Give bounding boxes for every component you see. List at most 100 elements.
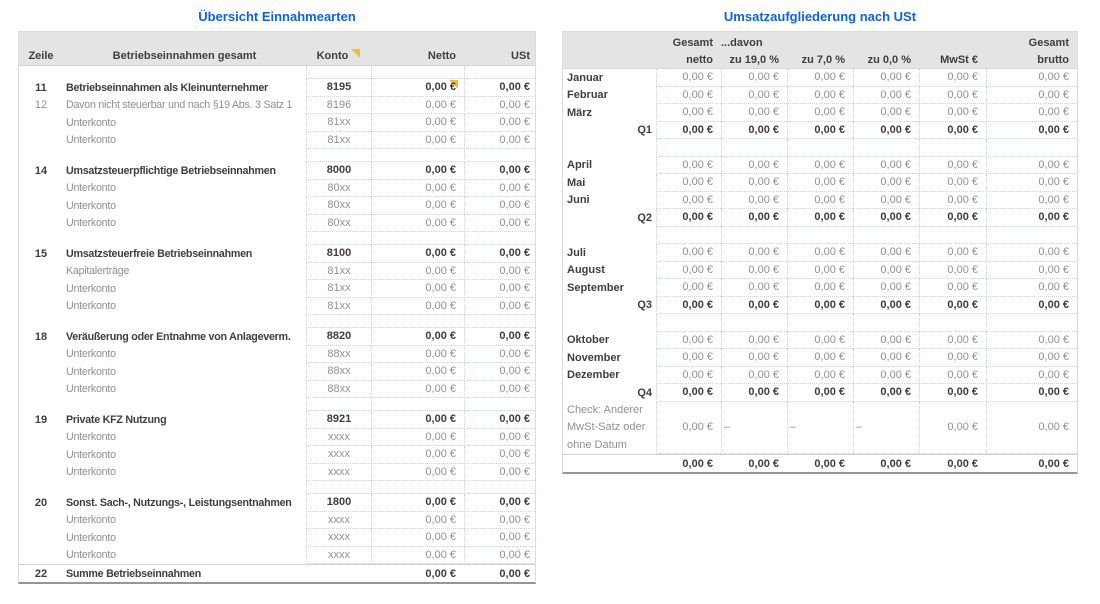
cell-konto[interactable]: xxxx: [306, 529, 371, 547]
cell-netto[interactable]: 0,00 €: [371, 529, 464, 547]
cell-zeile[interactable]: 11: [35, 81, 47, 94]
cell-ust[interactable]: 0,00 €: [464, 297, 535, 315]
cell-netto[interactable]: 0,00 €: [371, 179, 464, 197]
quarter-label[interactable]: Q1: [637, 124, 652, 137]
col-header-zu-19[interactable]: zu 19,0 %: [729, 53, 779, 66]
cell-netto[interactable]: 0,00 €: [371, 214, 464, 232]
cell-netto[interactable]: 0,00 €: [371, 428, 464, 446]
cell-ust[interactable]: 0,00 €: [464, 114, 535, 132]
cell-konto[interactable]: 80xx: [306, 179, 371, 197]
cell-zeile[interactable]: [19, 180, 63, 198]
cell-konto[interactable]: xxxx: [306, 463, 371, 481]
cell-name[interactable]: Unterkonto: [66, 134, 116, 147]
cell-name[interactable]: Unterkonto: [66, 199, 116, 212]
cell-konto[interactable]: 81xx: [306, 262, 371, 280]
cell-zeile[interactable]: 20: [34, 496, 48, 509]
cell-netto[interactable]: 0,00 €: [371, 328, 464, 346]
cell-name[interactable]: Private KFZ Nutzung: [66, 413, 167, 426]
cell-zu-0[interactable]: 0,00 €: [853, 174, 919, 192]
cell-zu-0[interactable]: 0,00 €: [853, 191, 919, 209]
cell-gesamt-netto[interactable]: 0,00 €: [656, 401, 721, 454]
cell-zeile[interactable]: 14: [34, 164, 48, 177]
row-label[interactable]: März: [567, 106, 593, 119]
cell-zu-0[interactable]: 0,00 €: [853, 104, 919, 122]
cell-name[interactable]: Unterkonto: [66, 348, 116, 361]
cell-zu-7[interactable]: 0,00 €: [787, 261, 853, 279]
cell-gesamt-netto[interactable]: 0,00 €: [656, 69, 721, 87]
cell-netto[interactable]: 0,00 €: [371, 446, 464, 464]
cell-ust[interactable]: 0,00 €: [464, 345, 535, 363]
cell-ust[interactable]: 0,00 €: [464, 262, 535, 280]
col-header-ust[interactable]: USt: [511, 50, 530, 62]
cell-gesamt-brutto[interactable]: 0,00 €: [986, 279, 1077, 297]
cell-zu-7[interactable]: –: [787, 401, 853, 454]
row-label[interactable]: September: [567, 281, 624, 294]
cell-zeile[interactable]: [19, 114, 63, 132]
cell-gesamt-brutto[interactable]: 0,00 €: [986, 209, 1077, 227]
cell-name[interactable]: Unterkonto: [66, 300, 116, 313]
row-label[interactable]: April: [567, 159, 593, 172]
cell-zu-0[interactable]: 0,00 €: [880, 457, 911, 470]
cell-konto[interactable]: 8921: [306, 411, 371, 429]
cell-name[interactable]: Sonst. Sach-, Nutzungs-, Leistungsentnah…: [66, 496, 292, 509]
cell-zu-19[interactable]: 0,00 €: [748, 457, 779, 470]
cell-konto[interactable]: 8000: [306, 162, 371, 180]
cell-gesamt-netto[interactable]: 0,00 €: [682, 457, 713, 470]
cell-konto[interactable]: 81xx: [306, 114, 371, 132]
cell-zeile[interactable]: [19, 529, 63, 547]
cell-zu-19[interactable]: 0,00 €: [721, 384, 787, 402]
cell-zu-7[interactable]: 0,00 €: [787, 86, 853, 104]
cell-gesamt-netto[interactable]: 0,00 €: [656, 296, 721, 314]
cell-gesamt-netto[interactable]: 0,00 €: [656, 366, 721, 384]
cell-konto[interactable]: xxxx: [306, 428, 371, 446]
cell-ust[interactable]: 0,00 €: [464, 446, 535, 464]
cell-mwst[interactable]: 0,00 €: [919, 104, 986, 122]
cell-netto[interactable]: 0,00 €: [371, 162, 464, 180]
cell-zu-0[interactable]: 0,00 €: [853, 244, 919, 262]
cell-gesamt-netto[interactable]: 0,00 €: [656, 244, 721, 262]
cell-zeile[interactable]: 15: [34, 247, 48, 260]
quarter-label[interactable]: Q3: [637, 299, 652, 312]
cell-gesamt-netto[interactable]: 0,00 €: [656, 86, 721, 104]
cell-netto[interactable]: 0,00 €: [371, 345, 464, 363]
col-header-zu-0[interactable]: zu 0,0 %: [867, 53, 911, 66]
cell-mwst[interactable]: 0,00 €: [919, 366, 986, 384]
cell-gesamt-netto[interactable]: 0,00 €: [656, 349, 721, 367]
cell-ust[interactable]: 0,00 €: [464, 494, 535, 512]
cell-zu-7[interactable]: 0,00 €: [787, 104, 853, 122]
cell-konto[interactable]: 81xx: [306, 131, 371, 149]
col-header-zu-7[interactable]: zu 7,0 %: [801, 53, 845, 66]
quarter-label[interactable]: Q2: [637, 211, 652, 224]
row-label[interactable]: Check: Anderer MwSt-Satz oder ohne Datum: [567, 403, 646, 451]
cell-zu-19[interactable]: 0,00 €: [721, 104, 787, 122]
cell-konto[interactable]: 81xx: [306, 297, 371, 315]
cell-zu-7[interactable]: 0,00 €: [787, 366, 853, 384]
cell-zu-7[interactable]: 0,00 €: [787, 349, 853, 367]
cell-zu-19[interactable]: 0,00 €: [721, 261, 787, 279]
cell-gesamt-brutto[interactable]: 0,00 €: [1038, 457, 1069, 470]
cell-gesamt-brutto[interactable]: 0,00 €: [986, 174, 1077, 192]
cell-gesamt-brutto[interactable]: 0,00 €: [986, 384, 1077, 402]
cell-netto[interactable]: 0,00 €: [371, 197, 464, 215]
cell-mwst[interactable]: 0,00 €: [919, 121, 986, 139]
cell-gesamt-netto[interactable]: 0,00 €: [656, 331, 721, 349]
cell-zu-7[interactable]: 0,00 €: [787, 191, 853, 209]
cell-ust[interactable]: 0,00 €: [464, 131, 535, 149]
cell-zu-7[interactable]: 0,00 €: [787, 384, 853, 402]
cell-name[interactable]: Unterkonto: [66, 383, 116, 396]
cell-gesamt-brutto[interactable]: 0,00 €: [986, 86, 1077, 104]
cell-ust[interactable]: 0,00 €: [464, 280, 535, 298]
cell-netto[interactable]: 0,00 €: [371, 463, 464, 481]
cell-name[interactable]: Veräußerung oder Entnahme von Anlageverm…: [66, 330, 291, 343]
cell-zeile[interactable]: [19, 464, 63, 482]
cell-zu-19[interactable]: 0,00 €: [721, 121, 787, 139]
cell-gesamt-brutto[interactable]: 0,00 €: [986, 191, 1077, 209]
cell-netto[interactable]: 0,00 €: [371, 494, 464, 512]
cell-gesamt-brutto[interactable]: 0,00 €: [986, 331, 1077, 349]
cell-ust[interactable]: 0,00 €: [464, 511, 535, 529]
cell-name[interactable]: Unterkonto: [66, 116, 116, 129]
cell-gesamt-brutto[interactable]: 0,00 €: [986, 104, 1077, 122]
cell-gesamt-brutto[interactable]: 0,00 €: [986, 156, 1077, 174]
cell-ust[interactable]: 0,00 €: [499, 567, 530, 580]
cell-zu-19[interactable]: 0,00 €: [721, 69, 787, 87]
